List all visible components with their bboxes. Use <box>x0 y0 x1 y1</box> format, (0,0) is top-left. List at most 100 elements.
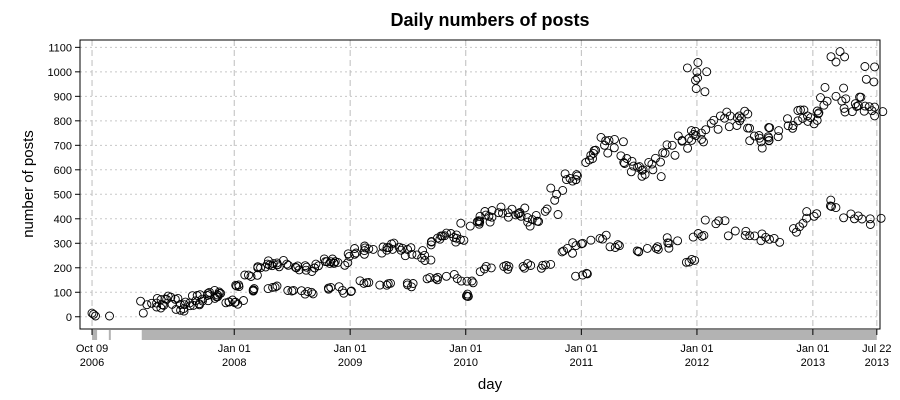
data-point <box>576 239 586 249</box>
data-point <box>841 94 851 104</box>
data-point <box>756 236 766 246</box>
y-tick-label: 300 <box>54 238 72 250</box>
data-point <box>691 84 701 94</box>
data-point <box>702 67 712 77</box>
data-point <box>793 116 803 126</box>
data-point <box>860 101 870 111</box>
data-point <box>629 161 639 171</box>
data-point <box>246 272 256 281</box>
data-point <box>283 260 293 270</box>
data-point <box>560 169 570 179</box>
x-tick-label-year: 2011 <box>570 357 594 369</box>
data-point <box>455 235 465 245</box>
data-point <box>343 258 353 268</box>
data-point <box>350 249 360 259</box>
x-tick-label-year: 2009 <box>338 357 362 369</box>
data-point <box>343 249 353 259</box>
data-point <box>239 296 248 305</box>
y-tick-label: 0 <box>66 312 72 324</box>
data-point <box>542 204 552 214</box>
data-point <box>475 217 485 227</box>
data-point <box>690 126 700 136</box>
data-point <box>732 113 742 123</box>
data-point <box>723 231 733 241</box>
data-point <box>240 270 250 280</box>
data-point <box>826 195 836 205</box>
data-point <box>618 137 628 147</box>
data-point <box>496 202 506 212</box>
data-point <box>360 243 370 253</box>
data-point <box>632 246 642 256</box>
data-point <box>764 136 774 146</box>
data-point <box>604 135 614 145</box>
rug-segment <box>108 330 111 340</box>
data-point <box>525 221 535 231</box>
data-point <box>601 136 611 146</box>
data-point <box>582 268 592 278</box>
data-point <box>687 135 697 145</box>
data-point <box>835 47 845 57</box>
data-point <box>864 102 874 112</box>
y-tick-label: 800 <box>54 116 72 128</box>
data-point <box>388 244 398 254</box>
data-point <box>571 271 581 281</box>
data-point <box>642 243 652 253</box>
y-tick-label: 900 <box>54 91 72 103</box>
data-point <box>516 211 526 221</box>
data-point <box>814 108 824 118</box>
data-point <box>203 296 213 306</box>
data-point <box>816 93 825 103</box>
data-point <box>803 116 813 126</box>
data-point <box>713 124 723 134</box>
x-tick-label-year: 2012 <box>685 357 709 369</box>
data-point <box>840 52 850 62</box>
data-point <box>350 244 360 253</box>
x-tick-label: Jan 01 <box>449 343 482 355</box>
data-point <box>290 262 300 272</box>
data-point <box>303 287 313 297</box>
data-point <box>231 280 241 290</box>
data-point <box>684 257 694 267</box>
data-point <box>487 212 497 222</box>
data-point <box>142 300 152 310</box>
data-point <box>857 214 867 224</box>
data-point <box>550 195 560 205</box>
data-point <box>463 289 472 299</box>
data-point <box>736 113 746 123</box>
data-point <box>523 213 532 223</box>
data-point <box>637 171 647 181</box>
data-point <box>825 201 835 211</box>
data-point <box>699 137 708 147</box>
data-point <box>622 154 632 163</box>
y-tick-label: 500 <box>54 189 72 201</box>
data-point <box>91 311 100 321</box>
data-point <box>693 58 703 67</box>
data-point <box>743 109 753 119</box>
data-point <box>820 82 830 92</box>
data-point <box>626 167 636 177</box>
data-point <box>337 285 347 295</box>
data-point <box>159 300 169 310</box>
data-point <box>386 278 395 288</box>
data-point <box>699 230 709 240</box>
data-point <box>627 156 637 166</box>
x-tick-label-year: 2010 <box>454 357 478 369</box>
data-point <box>520 263 529 273</box>
data-point <box>765 123 775 133</box>
data-point <box>494 208 504 218</box>
data-point <box>417 253 427 263</box>
data-point <box>465 221 475 231</box>
data-point <box>613 240 623 250</box>
data-point <box>485 217 495 227</box>
data-point <box>420 256 430 265</box>
data-point <box>515 208 525 217</box>
data-point <box>691 131 701 140</box>
rug-segment <box>92 330 98 340</box>
data-point <box>693 73 703 83</box>
data-point <box>734 111 744 121</box>
rug-segment <box>141 330 877 340</box>
data-point <box>831 91 841 101</box>
data-point <box>562 175 571 185</box>
data-point <box>531 210 541 220</box>
data-point <box>420 250 430 260</box>
